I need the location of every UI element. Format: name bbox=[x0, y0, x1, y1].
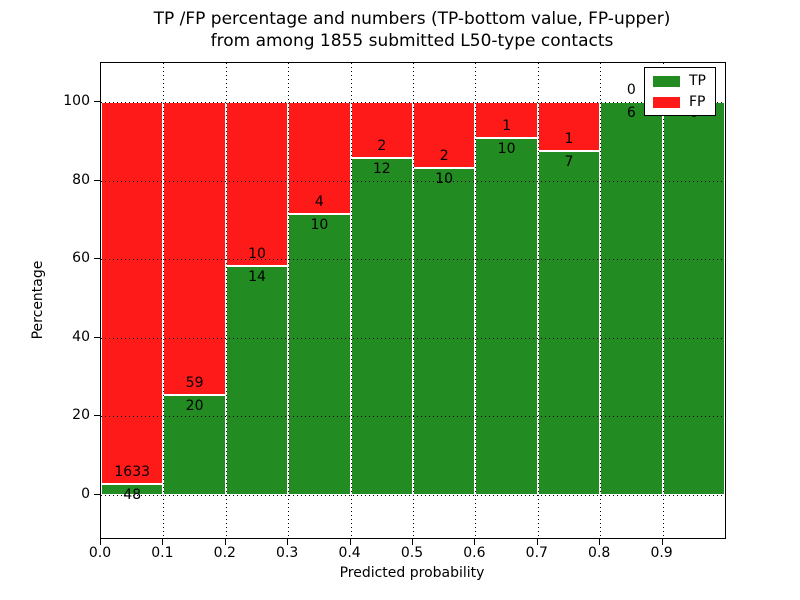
x-axis-label: Predicted probability bbox=[339, 565, 485, 581]
v-gridline bbox=[413, 63, 414, 538]
x-tick-label: 0.9 bbox=[650, 545, 673, 561]
bar-label-fp: 4 bbox=[314, 194, 324, 211]
y-tick-label: 0 bbox=[81, 485, 90, 502]
y-tick-mark bbox=[94, 101, 100, 103]
bar-segment-tp bbox=[288, 214, 351, 495]
bar-segment-fp bbox=[350, 102, 413, 159]
v-gridline bbox=[537, 63, 539, 538]
chart-title: TP /FP percentage and numbers (TP-bottom… bbox=[100, 8, 724, 52]
x-tick-label: 0.1 bbox=[151, 545, 174, 561]
bar-label-fp: 59 bbox=[185, 375, 204, 392]
v-gridline bbox=[288, 63, 290, 538]
x-tick-mark bbox=[536, 539, 538, 545]
x-tick-label: 0.4 bbox=[338, 545, 361, 561]
bar-label-fp: 2 bbox=[377, 138, 387, 155]
bar-segment-tp bbox=[600, 102, 663, 495]
legend-item-tp: TP bbox=[653, 74, 706, 88]
legend-label-fp: FP bbox=[689, 94, 706, 110]
bar-segment-fp bbox=[163, 102, 226, 396]
bar-label-fp: 10 bbox=[248, 245, 266, 262]
y-tick-label: 80 bbox=[72, 171, 90, 188]
v-gridline bbox=[163, 63, 165, 538]
v-gridline bbox=[225, 63, 227, 538]
y-tick-mark bbox=[94, 415, 100, 417]
x-tick-mark bbox=[349, 539, 351, 545]
x-tick-label: 0.6 bbox=[463, 545, 486, 561]
bar-segment-fp bbox=[413, 102, 476, 168]
bar-segment-tp bbox=[413, 167, 476, 495]
tp-swatch-icon bbox=[653, 75, 680, 87]
y-tick-mark bbox=[94, 179, 100, 181]
x-tick-label: 0.5 bbox=[400, 545, 424, 561]
plot-area: 16334859201014410212210110170606 TP FP bbox=[100, 62, 726, 539]
bar-segment-fp bbox=[101, 102, 164, 484]
x-tick-label: 0.0 bbox=[88, 545, 112, 561]
x-tick-mark bbox=[599, 539, 601, 545]
bar-label-tp: 10 bbox=[310, 217, 329, 234]
bar-label-fp: 1633 bbox=[114, 463, 151, 480]
bar-label-tp: 6 bbox=[626, 105, 636, 122]
bar-label-tp: 12 bbox=[372, 161, 391, 178]
bar-segment-tp bbox=[475, 137, 538, 495]
x-tick-mark bbox=[474, 539, 476, 545]
x-tick-label: 0.7 bbox=[525, 545, 548, 561]
bar-label-tp: 7 bbox=[564, 154, 574, 171]
x-tick-mark bbox=[224, 539, 226, 545]
fp-swatch-icon bbox=[653, 96, 680, 108]
bar-segment-tp bbox=[662, 102, 725, 495]
y-tick-mark bbox=[94, 493, 100, 495]
bar-segment-tp bbox=[537, 151, 601, 495]
x-tick-label: 0.2 bbox=[213, 545, 236, 561]
v-gridline bbox=[662, 63, 664, 538]
x-tick-mark bbox=[661, 539, 663, 545]
bar-label-fp: 1 bbox=[564, 131, 574, 148]
y-tick-label: 20 bbox=[72, 407, 90, 424]
bar-label-tp: 20 bbox=[185, 398, 204, 415]
bar-label-fp: 1 bbox=[502, 117, 512, 134]
bar-label-tp: 10 bbox=[497, 140, 516, 157]
x-tick-mark bbox=[100, 539, 101, 545]
chart-title-line1: TP /FP percentage and numbers (TP-bottom… bbox=[153, 9, 671, 29]
x-tick-label: 0.8 bbox=[588, 545, 611, 561]
legend-label-tp: TP bbox=[689, 73, 706, 89]
bar-segment-tp bbox=[225, 265, 289, 495]
v-gridline bbox=[600, 63, 602, 538]
y-axis-label: Percentage bbox=[30, 260, 46, 340]
v-gridline bbox=[475, 63, 477, 538]
y-tick-label: 100 bbox=[63, 93, 90, 110]
x-tick-mark bbox=[162, 539, 164, 545]
bar-segment-fp bbox=[225, 102, 289, 266]
bar-label-fp: 2 bbox=[439, 147, 449, 164]
bar-segment-tp bbox=[350, 158, 413, 495]
y-tick-mark bbox=[94, 258, 100, 260]
bar-segment-tp bbox=[101, 483, 164, 495]
bar-label-tp: 10 bbox=[435, 170, 454, 187]
x-tick-label: 0.3 bbox=[276, 545, 299, 561]
y-tick-label: 40 bbox=[72, 328, 90, 345]
bar-label-tp: 14 bbox=[248, 268, 266, 285]
y-tick-mark bbox=[94, 336, 100, 338]
legend-item-fp: FP bbox=[653, 95, 706, 109]
chart-title-line2: from among 1855 submitted L50-type conta… bbox=[210, 31, 614, 51]
bar-label-tp: 48 bbox=[123, 486, 142, 503]
bar-segment-fp bbox=[288, 102, 351, 215]
x-tick-mark bbox=[412, 539, 413, 545]
x-tick-mark bbox=[287, 539, 289, 545]
legend: TP FP bbox=[644, 67, 716, 116]
y-tick-label: 60 bbox=[72, 250, 90, 267]
v-gridline bbox=[350, 63, 352, 538]
bar-label-fp: 0 bbox=[626, 82, 636, 99]
